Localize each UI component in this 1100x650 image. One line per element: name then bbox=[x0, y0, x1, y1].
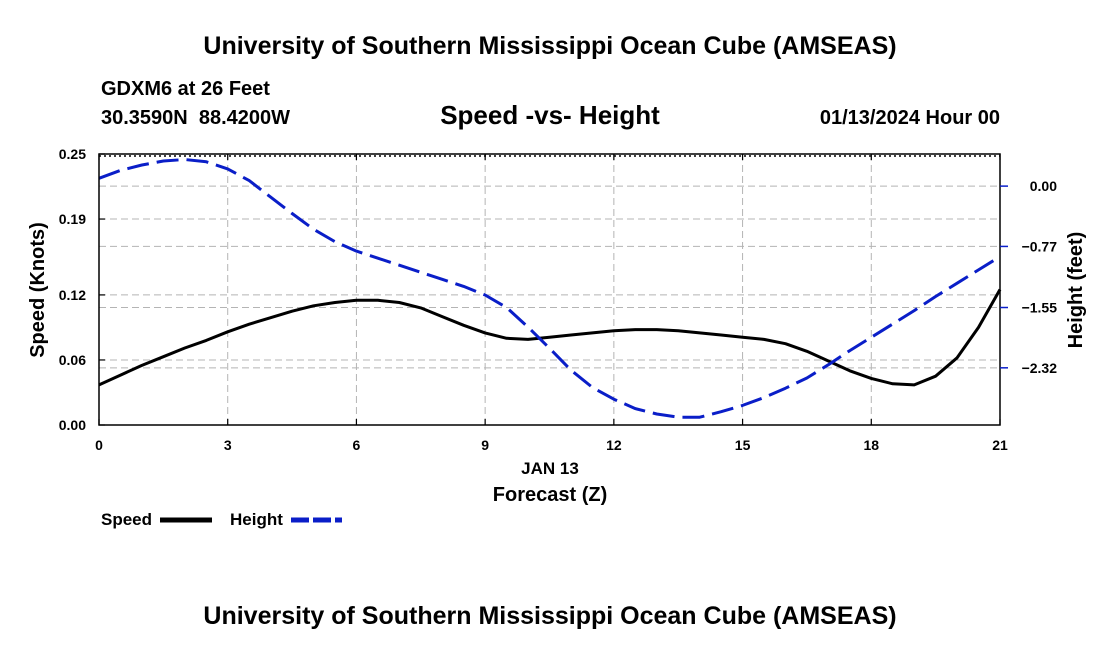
tick-labels: 0 3 6 9 12 15 18 21 0.00 0.06 0.12 0.19 0.25 0.00 −0.7… bbox=[59, 146, 1057, 453]
legend: Speed Height bbox=[101, 510, 342, 529]
y-axis-label: Speed (Knots) bbox=[27, 222, 49, 358]
y2-tick-label: −0.77 bbox=[1022, 238, 1058, 254]
x-date-label: JAN 13 bbox=[521, 459, 579, 478]
datetime-label: 01/13/2024 Hour 00 bbox=[820, 107, 1000, 129]
y-tick-label: 0.19 bbox=[59, 211, 86, 227]
x-tick-label: 18 bbox=[863, 437, 879, 453]
footer-title: University of Southern Mississippi Ocean… bbox=[203, 602, 896, 630]
series-line-speed bbox=[98, 288, 1002, 387]
y-tick-label: 0.06 bbox=[59, 352, 86, 368]
x-tick-label: 3 bbox=[224, 437, 232, 453]
x-tick-label: 9 bbox=[481, 437, 489, 453]
legend-height-label: Height bbox=[230, 510, 283, 529]
y2-axis-label: Height (feet) bbox=[1065, 232, 1087, 349]
x-tick-label: 0 bbox=[95, 437, 103, 453]
x-tick-label: 21 bbox=[992, 437, 1008, 453]
coordinates-label: 30.3590N 88.4200W bbox=[101, 107, 290, 129]
x-tick-label: 6 bbox=[353, 437, 361, 453]
y2-tick-label: 0.00 bbox=[1030, 178, 1057, 194]
x-axis-label: Forecast (Z) bbox=[493, 484, 607, 506]
y-tick-label: 0.00 bbox=[59, 417, 86, 433]
page-title: University of Southern Mississippi Ocean… bbox=[203, 32, 896, 60]
x-tick-label: 15 bbox=[735, 437, 751, 453]
legend-speed-label: Speed bbox=[101, 510, 152, 529]
plot-frame bbox=[98, 153, 1001, 426]
y-tick-label: 0.12 bbox=[59, 287, 86, 303]
y2-tick-label: −2.32 bbox=[1022, 360, 1058, 376]
grid bbox=[99, 154, 1000, 425]
y-tick-label: 0.25 bbox=[59, 146, 86, 162]
series-line-height bbox=[98, 158, 1001, 419]
x-tick-label: 12 bbox=[606, 437, 622, 453]
plot-title: Speed -vs- Height bbox=[440, 100, 660, 130]
y2-tick-label: −1.55 bbox=[1022, 300, 1058, 316]
series-layer bbox=[98, 158, 1002, 419]
station-label: GDXM6 at 26 Feet bbox=[101, 78, 270, 100]
